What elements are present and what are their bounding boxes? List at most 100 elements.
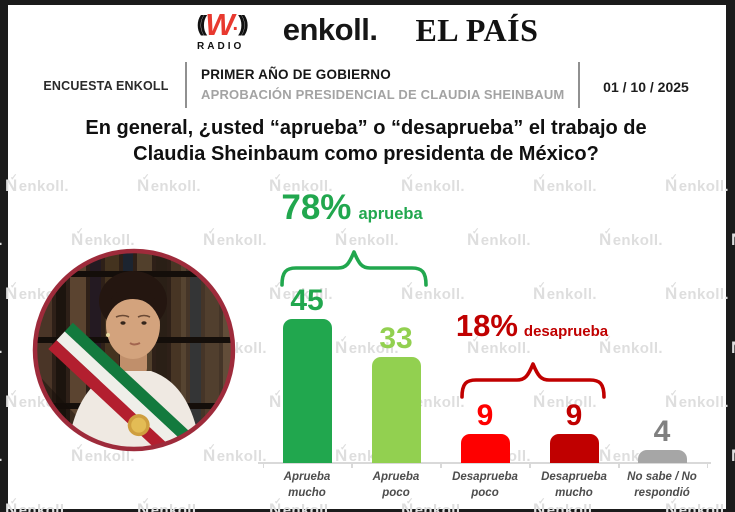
enkoll-check-icon: ✓: [670, 172, 678, 182]
bar-aprueba-poco: 33: [341, 324, 451, 463]
enkoll-watermark: N✓enkoll.: [533, 496, 597, 512]
enkoll-check-icon: ✓: [604, 334, 612, 344]
enkoll-watermark: N✓enkoll.: [533, 280, 597, 303]
wradio-dot: .: [232, 13, 239, 35]
enkoll-mark-icon: N✓: [71, 226, 84, 249]
enkoll-mark-icon: N✓: [269, 388, 282, 411]
approve-total-value: 78%: [281, 188, 352, 227]
enkoll-watermark: N✓enkoll.: [5, 496, 69, 512]
enkoll-check-icon: ✓: [10, 496, 18, 506]
axis-tick: [351, 462, 354, 468]
enkoll-watermark: N✓enkoll.: [71, 442, 135, 465]
enkoll-mark-icon: N✓: [731, 338, 735, 358]
enkoll-watermark: N✓enkoll.: [533, 388, 597, 411]
axis-tick: [529, 462, 531, 468]
wradio-logo: (( W . )) RADIO: [197, 6, 249, 52]
enkoll-mark-icon: N✓: [665, 388, 678, 411]
enkoll-check-icon: ✓: [604, 442, 612, 452]
enkoll-check-icon: ✓: [208, 442, 216, 452]
disapprove-total-label: desaprueba: [523, 323, 609, 340]
enkoll-watermark: N✓enkoll.: [0, 446, 3, 466]
enkoll-watermark: N✓enkoll.: [731, 446, 735, 466]
enkoll-watermark: N✓enkoll.: [401, 496, 465, 512]
approve-total-label: aprueba: [358, 205, 423, 223]
enkoll-check-icon: ✓: [10, 388, 18, 398]
enkoll-mark-icon: N✓: [665, 280, 678, 303]
enkoll-mark-icon: N✓: [533, 280, 546, 303]
enkoll-mark-icon: N✓: [599, 442, 612, 465]
enkoll-watermark: N✓enkoll.: [401, 172, 465, 195]
enkoll-watermark: N✓enkoll.: [137, 496, 201, 512]
wradio-w: W: [205, 6, 235, 42]
bar-rect: [282, 319, 332, 463]
survey-name: ENCUESTA ENKOLL: [43, 79, 169, 93]
enkoll-mark-icon: N✓: [401, 496, 414, 512]
header-subtitle: APROBACIÓN PRESIDENCIAL DE CLAUDIA SHEIN…: [201, 87, 565, 102]
enkoll-check-icon: ✓: [208, 226, 216, 236]
enkoll-check-icon: ✓: [538, 496, 546, 506]
enkoll-check-icon: ✓: [10, 280, 18, 290]
axis-tick: [262, 462, 265, 468]
category-label: Desaprueba poco: [452, 471, 518, 500]
enkoll-watermark: N✓enkoll.: [467, 226, 531, 249]
enkoll-check-icon: ✓: [274, 280, 282, 290]
approve-brace: [280, 250, 428, 287]
enkoll-check-icon: ✓: [604, 226, 612, 236]
enkoll-check-icon: ✓: [406, 280, 414, 290]
wradio-label: RADIO: [197, 40, 245, 52]
portrait-illustration: [32, 248, 236, 452]
survey-date: 01 / 10 / 2025: [603, 79, 689, 95]
enkoll-mark-icon: N✓: [533, 388, 546, 411]
enkoll-check-icon: ✓: [670, 496, 678, 506]
enkoll-check-icon: ✓: [274, 172, 282, 182]
header-title: PRIMER AÑO DE GOBIERNO: [201, 67, 391, 82]
enkoll-watermark: N✓enkoll.: [137, 172, 201, 195]
enkoll-watermark: N✓enkoll.: [665, 280, 729, 303]
enkoll-mark-icon: N✓: [665, 496, 678, 512]
bar-rect: [371, 357, 421, 463]
enkoll-check-icon: ✓: [340, 226, 348, 236]
enkoll-mark-icon: N✓: [599, 226, 612, 249]
enkoll-mark-icon: N✓: [665, 172, 678, 195]
bar-rect: [637, 450, 687, 463]
enkoll-mark-icon: N✓: [5, 496, 18, 512]
enkoll-mark-icon: N✓: [203, 226, 216, 249]
enkoll-watermark: N✓enkoll.: [533, 172, 597, 195]
enkoll-watermark: N✓enkoll.: [731, 230, 735, 250]
enkoll-mark-icon: N✓: [137, 172, 150, 195]
category-label: Aprueba mucho: [283, 471, 331, 500]
bar-rect: [549, 434, 599, 463]
enkoll-mark-icon: N✓: [467, 334, 480, 357]
header-divider-right: [578, 62, 580, 108]
portrait-border: [32, 248, 236, 452]
enkoll-mark-icon: N✓: [137, 496, 150, 512]
enkoll-mark-icon: N✓: [533, 172, 546, 195]
category-label: Aprueba poco: [372, 471, 420, 500]
enkoll-mark-icon: N✓: [335, 226, 348, 249]
enkoll-watermark: N✓enkoll.: [665, 172, 729, 195]
enkoll-watermark: N✓enkoll.: [335, 226, 399, 249]
enkoll-check-icon: ✓: [406, 172, 414, 182]
enkoll-watermark: N✓enkoll.: [269, 496, 333, 512]
enkoll-watermark: N✓enkoll.: [269, 280, 333, 303]
axis-tick: [617, 462, 620, 468]
radio-waves-right-icon: )): [238, 11, 248, 36]
enkoll-mark-icon: N✓: [5, 388, 18, 411]
enkoll-check-icon: ✓: [10, 172, 18, 182]
enkoll-watermark: N✓enkoll.: [665, 388, 729, 411]
enkoll-watermark: N✓enkoll.: [335, 334, 399, 357]
bar-desaprueba-poco: 9: [430, 401, 540, 463]
enkoll-mark-icon: N✓: [467, 226, 480, 249]
enkoll-check-icon: ✓: [76, 442, 84, 452]
enkoll-check-icon: ✓: [472, 334, 480, 344]
enkoll-check-icon: ✓: [142, 172, 150, 182]
enkoll-watermark: N✓enkoll.: [401, 280, 465, 303]
enkoll-watermark: N✓enkoll.: [665, 496, 729, 512]
enkoll-mark-icon: N✓: [203, 442, 216, 465]
enkoll-mark-icon: N✓: [731, 446, 735, 466]
brand-logo-row: (( W . )) RADIO enkoll. EL PAÍS: [0, 6, 735, 54]
enkoll-check-icon: ✓: [538, 388, 546, 398]
category-label: No sabe / No respondió: [627, 471, 697, 500]
enkoll-mark-icon: N✓: [269, 172, 282, 195]
enkoll-check-icon: ✓: [76, 226, 84, 236]
